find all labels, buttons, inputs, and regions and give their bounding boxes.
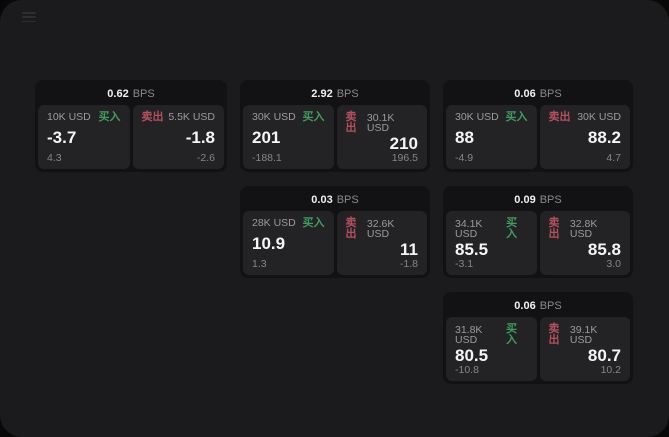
sell-size: 32.6K USD bbox=[366, 217, 395, 240]
sell-change: 3.0 bbox=[606, 257, 621, 270]
buy-panel[interactable]: 34.1K USD 买入 85.5 -3.1 bbox=[446, 211, 537, 275]
sell-change: -1.8 bbox=[399, 257, 418, 270]
sell-change: 196.5 bbox=[391, 151, 418, 164]
buy-size: 30K USD bbox=[455, 111, 499, 124]
bps-value: 0.62 bbox=[107, 88, 129, 100]
hamburger-menu-icon[interactable] bbox=[22, 12, 36, 22]
buy-price: 10.9 bbox=[252, 234, 286, 254]
buy-price: -3.7 bbox=[47, 128, 77, 148]
bps-unit: BPS bbox=[132, 88, 155, 100]
sell-side-label: 卖出 bbox=[548, 111, 571, 123]
bps-value: 0.06 bbox=[514, 88, 536, 100]
buy-panel[interactable]: 28K USD 买入 10.9 1.3 bbox=[243, 211, 334, 275]
sell-side-label: 卖出 bbox=[548, 217, 560, 240]
buy-price: 88 bbox=[455, 128, 474, 148]
sell-size: 32.8K USD bbox=[569, 217, 598, 240]
sell-panel[interactable]: 卖出 32.8K USD 85.8 3.0 bbox=[539, 211, 630, 275]
sell-size: 30.1K USD bbox=[366, 111, 395, 134]
quote-card[interactable]: 0.06 BPS 31.8K USD 买入 80.5 -10.8 卖出 39.1… bbox=[443, 292, 633, 384]
sell-change: 4.7 bbox=[606, 151, 621, 164]
bps-unit: BPS bbox=[336, 194, 359, 206]
buy-change: -3.1 bbox=[455, 257, 474, 270]
sell-change: -2.6 bbox=[196, 151, 215, 164]
buy-size: 34.1K USD bbox=[455, 217, 483, 240]
sell-panel[interactable]: 卖出 30K USD 88.2 4.7 bbox=[539, 105, 630, 169]
buy-size: 28K USD bbox=[252, 217, 296, 230]
buy-change: 1.3 bbox=[252, 257, 267, 270]
quote-card[interactable]: 0.06 BPS 30K USD 买入 88 -4.9 卖出 30K USD bbox=[443, 80, 633, 172]
sell-side-label: 卖出 bbox=[548, 323, 560, 346]
sell-size: 39.1K USD bbox=[569, 323, 598, 346]
buy-side-label: 买入 bbox=[505, 111, 528, 123]
sell-side-label: 卖出 bbox=[345, 217, 357, 240]
sell-size: 5.5K USD bbox=[168, 111, 215, 124]
sell-price: 80.7 bbox=[587, 345, 621, 365]
sell-side-label: 卖出 bbox=[141, 111, 164, 123]
sell-price: 88.2 bbox=[587, 128, 621, 148]
sell-panel[interactable]: 卖出 5.5K USD -1.8 -2.6 bbox=[132, 105, 224, 169]
sell-panel[interactable]: 卖出 32.6K USD 11 -1.8 bbox=[336, 211, 427, 275]
sell-price: -1.8 bbox=[185, 128, 215, 148]
sell-panel[interactable]: 卖出 30.1K USD 210 196.5 bbox=[336, 105, 427, 169]
bps-value: 2.92 bbox=[311, 88, 333, 100]
bps-header: 0.09 BPS bbox=[446, 189, 630, 211]
buy-side-label: 买入 bbox=[506, 217, 518, 240]
card-column-3: 0.06 BPS 30K USD 买入 88 -4.9 卖出 30K USD bbox=[443, 80, 633, 384]
buy-price: 80.5 bbox=[455, 345, 489, 365]
buy-side-label: 买入 bbox=[302, 111, 325, 123]
quote-card[interactable]: 0.09 BPS 34.1K USD 买入 85.5 -3.1 卖出 32.8K… bbox=[443, 186, 633, 278]
sell-size: 30K USD bbox=[577, 111, 621, 124]
buy-side-label: 买入 bbox=[302, 217, 325, 229]
buy-change: -10.8 bbox=[455, 363, 479, 376]
bps-header: 0.03 BPS bbox=[243, 189, 427, 211]
buy-size: 10K USD bbox=[47, 111, 91, 124]
sell-price: 85.8 bbox=[587, 239, 621, 259]
buy-change: 4.3 bbox=[47, 151, 62, 164]
buy-side-label: 买入 bbox=[506, 323, 518, 346]
sell-price: 11 bbox=[400, 239, 418, 259]
buy-side-label: 买入 bbox=[98, 111, 121, 123]
bps-value: 0.06 bbox=[514, 300, 536, 312]
bps-header: 0.06 BPS bbox=[446, 83, 630, 105]
buy-price: 85.5 bbox=[455, 239, 489, 259]
buy-panel[interactable]: 30K USD 买入 88 -4.9 bbox=[446, 105, 537, 169]
buy-change: -4.9 bbox=[455, 151, 474, 164]
buy-size: 31.8K USD bbox=[455, 323, 483, 346]
buy-size: 30K USD bbox=[252, 111, 296, 124]
bps-unit: BPS bbox=[539, 194, 562, 206]
sell-side-label: 卖出 bbox=[345, 111, 357, 134]
bps-value: 0.09 bbox=[514, 194, 536, 206]
sell-price: 210 bbox=[389, 133, 418, 153]
quote-card[interactable]: 0.03 BPS 28K USD 买入 10.9 1.3 卖出 32.6K US… bbox=[240, 186, 430, 278]
bps-header: 0.62 BPS bbox=[38, 83, 224, 105]
bps-header: 2.92 BPS bbox=[243, 83, 427, 105]
buy-price: 201 bbox=[252, 128, 281, 148]
bps-unit: BPS bbox=[539, 88, 562, 100]
sell-change: 10.2 bbox=[600, 363, 621, 376]
buy-panel[interactable]: 10K USD 买入 -3.7 4.3 bbox=[38, 105, 130, 169]
bps-header: 0.06 BPS bbox=[446, 295, 630, 317]
buy-change: -188.1 bbox=[252, 151, 282, 164]
bps-unit: BPS bbox=[336, 88, 359, 100]
buy-panel[interactable]: 30K USD 买入 201 -188.1 bbox=[243, 105, 334, 169]
quote-card[interactable]: 2.92 BPS 30K USD 买入 201 -188.1 卖出 30.1K … bbox=[240, 80, 430, 172]
bps-value: 0.03 bbox=[311, 194, 333, 206]
quote-card[interactable]: 0.62 BPS 10K USD 买入 -3.7 4.3 卖出 5.5K USD bbox=[35, 80, 227, 172]
bps-unit: BPS bbox=[539, 300, 562, 312]
card-column-1: 0.62 BPS 10K USD 买入 -3.7 4.3 卖出 5.5K USD bbox=[35, 80, 227, 172]
buy-panel[interactable]: 31.8K USD 买入 80.5 -10.8 bbox=[446, 317, 537, 381]
card-column-2: 2.92 BPS 30K USD 买入 201 -188.1 卖出 30.1K … bbox=[240, 80, 430, 278]
sell-panel[interactable]: 卖出 39.1K USD 80.7 10.2 bbox=[539, 317, 630, 381]
